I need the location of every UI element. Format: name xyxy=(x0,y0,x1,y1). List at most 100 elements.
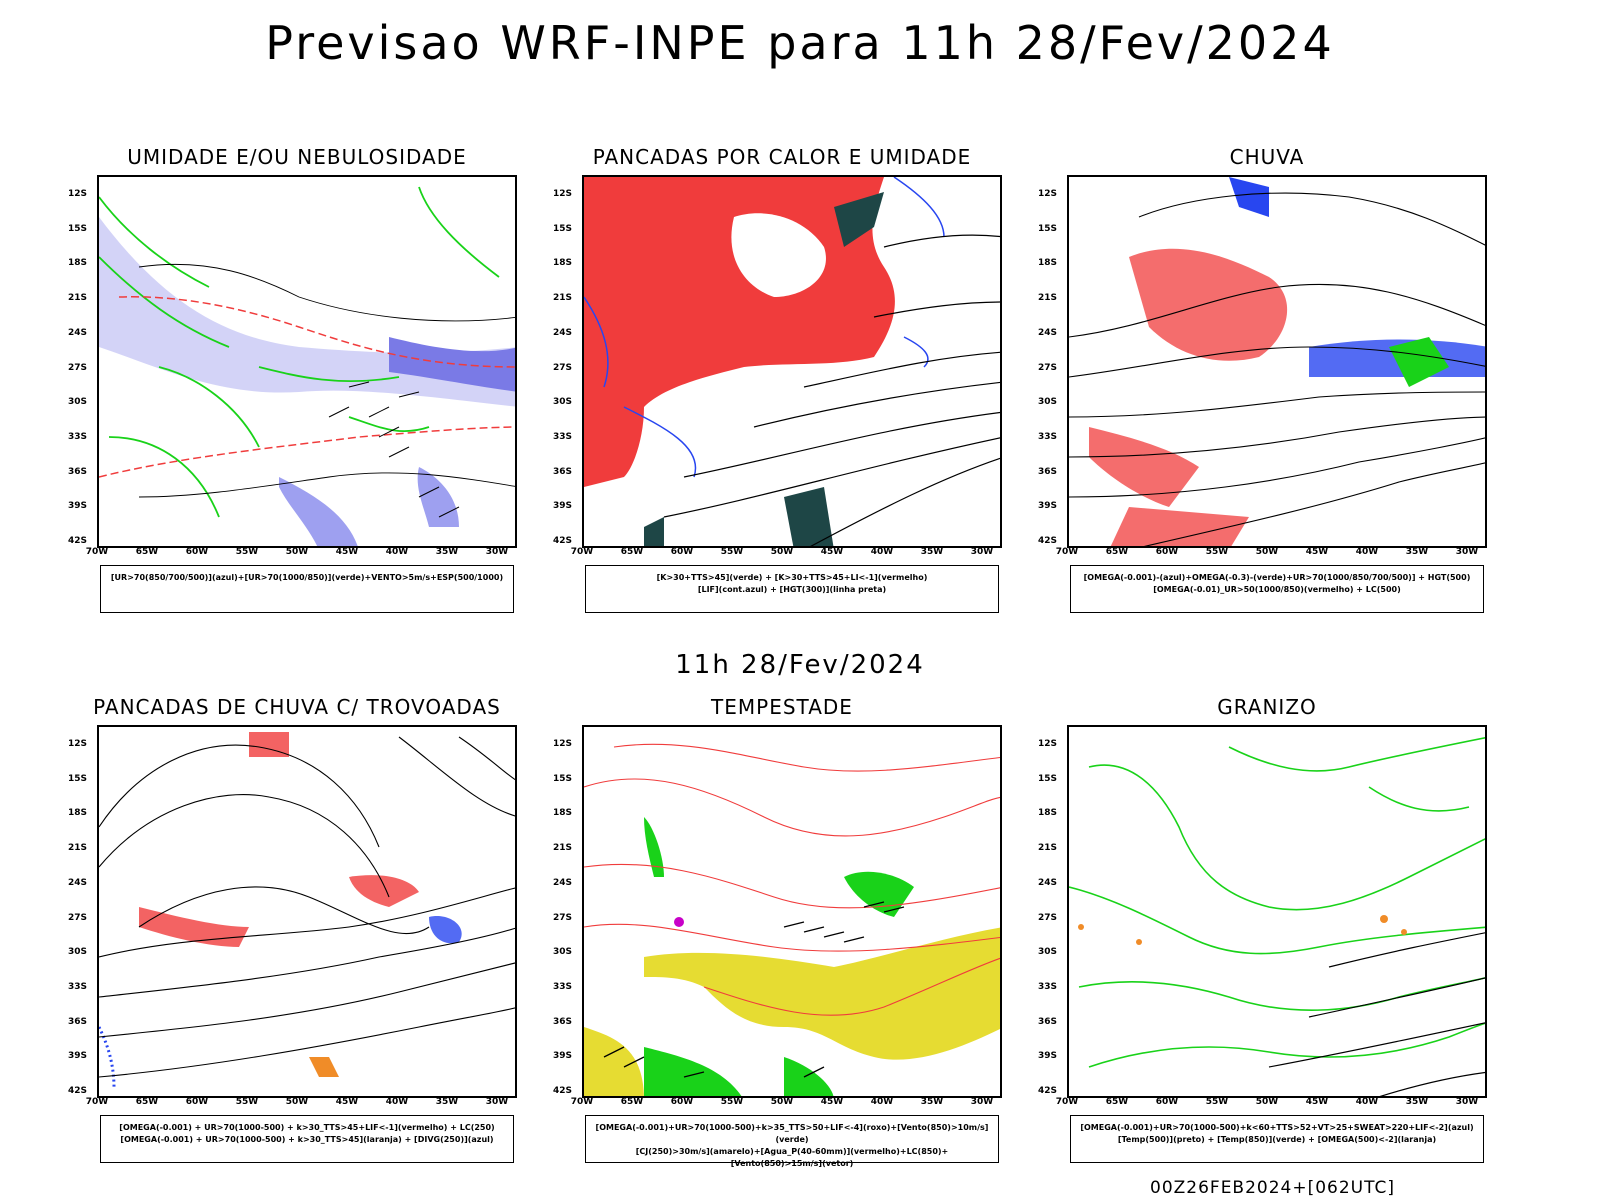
legend-line: [OMEGA(-0.001)-(azul)+OMEGA(-0.3)-(verde… xyxy=(1083,573,1471,582)
lat-tick-label: 36S xyxy=(68,466,88,477)
lon-tick-label: 45W xyxy=(335,547,359,557)
lon-tick-label: 40W xyxy=(1355,1097,1379,1107)
lon-tick-label: 45W xyxy=(335,1097,359,1107)
lon-tick-label: 65W xyxy=(135,547,159,557)
lat-axis: 12S 15S 18S 21S 24S 27S 30S 33S 36S 39S 42S xyxy=(553,175,581,548)
lon-tick-label: 35W xyxy=(920,1097,944,1107)
lon-tick-label: 70W xyxy=(1055,1097,1079,1107)
lat-tick-label: 12S xyxy=(553,189,573,199)
lon-axis: 70W 65W 60W 55W 50W 45W 40W 35W 30W xyxy=(86,1097,517,1111)
lon-tick-label: 65W xyxy=(1105,1097,1129,1107)
lon-tick-label: 35W xyxy=(920,547,944,557)
lat-tick-label: 18S xyxy=(68,258,88,269)
lat-tick-label: 30S xyxy=(553,397,573,408)
panel-legend: [K>30+TTS>45](verde) + [K>30+TTS>45+LI<-… xyxy=(585,565,999,613)
lon-tick-label: 50W xyxy=(770,1097,794,1107)
lat-tick-label: 18S xyxy=(68,808,88,819)
main-title: Previsao WRF-INPE para 11h 28/Fev/2024 xyxy=(265,16,1335,70)
map-canvas xyxy=(99,186,515,546)
lat-tick-label: 36S xyxy=(553,1016,573,1027)
lon-tick-label: 60W xyxy=(1155,547,1179,557)
lon-tick-label: 50W xyxy=(285,547,309,557)
lat-tick-label: 24S xyxy=(68,877,88,888)
lat-axis: 12S 15S 18S 21S 24S 27S 30S 33S 36S 39S 42S xyxy=(1038,725,1066,1098)
lon-tick-label: 60W xyxy=(670,547,694,557)
panel-legend: [OMEGA(-0.001)+UR>70(1000-500)+k<60+TTS>… xyxy=(1070,1115,1484,1163)
lat-tick-label: 42S xyxy=(553,536,573,546)
lon-tick-label: 55W xyxy=(235,1097,259,1107)
lon-tick-label: 60W xyxy=(185,547,209,557)
lon-tick-label: 30W xyxy=(970,547,994,557)
run-id-footer: 00Z26FEB2024+[062UTC] xyxy=(1150,1178,1396,1198)
lon-tick-label: 65W xyxy=(135,1097,159,1107)
lat-tick-label: 30S xyxy=(68,947,88,958)
lat-tick-label: 39S xyxy=(553,501,573,512)
lon-tick-label: 70W xyxy=(1055,547,1079,557)
lat-tick-label: 39S xyxy=(553,1051,573,1062)
panel-title: CHUVA xyxy=(1229,145,1305,169)
lat-tick-label: 24S xyxy=(553,877,573,888)
lon-tick-label: 55W xyxy=(235,547,259,557)
map-canvas xyxy=(584,177,1000,546)
lat-tick-label: 30S xyxy=(1038,397,1058,408)
lat-tick-label: 27S xyxy=(68,912,88,923)
lat-tick-label: 21S xyxy=(553,293,573,304)
lon-tick-label: 35W xyxy=(435,1097,459,1107)
lon-tick-label: 70W xyxy=(570,1097,594,1107)
panel-title: TEMPESTADE xyxy=(711,695,853,719)
lat-tick-label: 36S xyxy=(553,466,573,477)
lat-tick-label: 15S xyxy=(1038,223,1058,234)
map-chuva xyxy=(1067,175,1487,548)
legend-line: [OMEGA(-0.001)+UR>70(1000-500)+k>35_TTS>… xyxy=(595,1123,989,1144)
lon-tick-label: 55W xyxy=(720,547,744,557)
lon-axis: 70W 65W 60W 55W 50W 45W 40W 35W 30W xyxy=(571,547,1002,561)
legend-line: [Temp(500)](preto) + [Temp(850)](verde) … xyxy=(1117,1135,1437,1144)
lat-tick-label: 18S xyxy=(1038,808,1058,819)
map-granizo xyxy=(1067,725,1487,1098)
lon-tick-label: 60W xyxy=(670,1097,694,1107)
lat-tick-label: 33S xyxy=(68,431,88,442)
lat-tick-label: 21S xyxy=(1038,293,1058,304)
legend-line: [OMEGA(-0.001) + UR>70(1000-500) + k>30_… xyxy=(119,1123,495,1132)
legend-line: [K>30+TTS>45](verde) + [K>30+TTS>45+LI<-… xyxy=(656,573,928,582)
lon-tick-label: 50W xyxy=(770,547,794,557)
lat-tick-label: 27S xyxy=(1038,912,1058,923)
lat-tick-label: 27S xyxy=(68,362,88,373)
lon-tick-label: 50W xyxy=(1255,1097,1279,1107)
lat-tick-label: 42S xyxy=(1038,536,1058,546)
lon-tick-label: 65W xyxy=(1105,547,1129,557)
lat-tick-label: 27S xyxy=(553,912,573,923)
lat-tick-label: 21S xyxy=(68,843,88,854)
lon-tick-label: 35W xyxy=(435,547,459,557)
lat-tick-label: 36S xyxy=(68,1016,88,1027)
lon-tick-label: 30W xyxy=(1455,547,1479,557)
lat-tick-label: 33S xyxy=(68,981,88,992)
legend-line: [OMEGA(-0.001)+UR>70(1000-500)+k<60+TTS>… xyxy=(1080,1123,1474,1132)
mid-title: 11h 28/Fev/2024 xyxy=(675,650,925,680)
lon-tick-label: 30W xyxy=(485,547,509,557)
lon-tick-label: 70W xyxy=(570,547,594,557)
lat-tick-label: 39S xyxy=(68,1051,88,1062)
panel-trovoadas: PANCADAS DE CHUVA C/ TROVOADAS 12S 15S 18S… xyxy=(68,695,517,1185)
lon-tick-label: 55W xyxy=(1205,547,1229,557)
lon-tick-label: 30W xyxy=(485,1097,509,1107)
lon-tick-label: 40W xyxy=(385,547,409,557)
lon-tick-label: 60W xyxy=(185,1097,209,1107)
panel-umidade: UMIDADE E/OU NEBULOSIDADE 12S 15S 18S 21S 24… xyxy=(68,145,517,635)
panel-legend: [UR>70(850/700/500)](azul)+[UR>70(1000/8… xyxy=(100,565,514,613)
panel-legend: [OMEGA(-0.001)-(azul)+OMEGA(-0.3)-(verde… xyxy=(1070,565,1484,613)
lat-tick-label: 33S xyxy=(1038,431,1058,442)
lat-tick-label: 18S xyxy=(553,258,573,269)
legend-line: [OMEGA(-0.001) + UR>70(1000-500) + k>30_… xyxy=(120,1135,494,1144)
lon-tick-label: 45W xyxy=(820,547,844,557)
lon-tick-label: 35W xyxy=(1405,547,1429,557)
lat-tick-label: 12S xyxy=(553,739,573,749)
lat-tick-label: 21S xyxy=(68,293,88,304)
lat-tick-label: 27S xyxy=(553,362,573,373)
lon-tick-label: 65W xyxy=(620,547,644,557)
lat-tick-label: 42S xyxy=(68,536,88,546)
map-canvas xyxy=(584,743,1000,1096)
lat-tick-label: 42S xyxy=(1038,1086,1058,1096)
lon-tick-label: 40W xyxy=(870,1097,894,1107)
lon-tick-label: 45W xyxy=(1305,547,1329,557)
